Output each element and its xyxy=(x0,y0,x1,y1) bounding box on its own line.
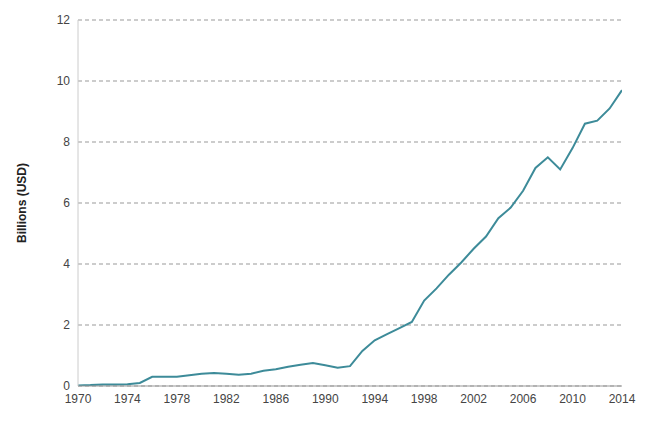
svg-text:2006: 2006 xyxy=(510,392,537,406)
svg-text:2: 2 xyxy=(63,318,70,332)
svg-text:2014: 2014 xyxy=(609,392,636,406)
svg-text:1990: 1990 xyxy=(312,392,339,406)
svg-text:2002: 2002 xyxy=(460,392,487,406)
svg-text:1986: 1986 xyxy=(262,392,289,406)
svg-text:6: 6 xyxy=(63,196,70,210)
svg-text:1982: 1982 xyxy=(213,392,240,406)
svg-text:1974: 1974 xyxy=(114,392,141,406)
svg-text:10: 10 xyxy=(57,74,71,88)
svg-text:4: 4 xyxy=(63,257,70,271)
svg-text:2010: 2010 xyxy=(559,392,586,406)
svg-text:1994: 1994 xyxy=(361,392,388,406)
svg-text:8: 8 xyxy=(63,135,70,149)
svg-text:0: 0 xyxy=(63,379,70,393)
svg-text:Billions (USD): Billions (USD) xyxy=(15,163,29,243)
svg-text:1978: 1978 xyxy=(164,392,191,406)
svg-text:1998: 1998 xyxy=(411,392,438,406)
svg-text:12: 12 xyxy=(57,13,71,27)
svg-text:1970: 1970 xyxy=(65,392,92,406)
